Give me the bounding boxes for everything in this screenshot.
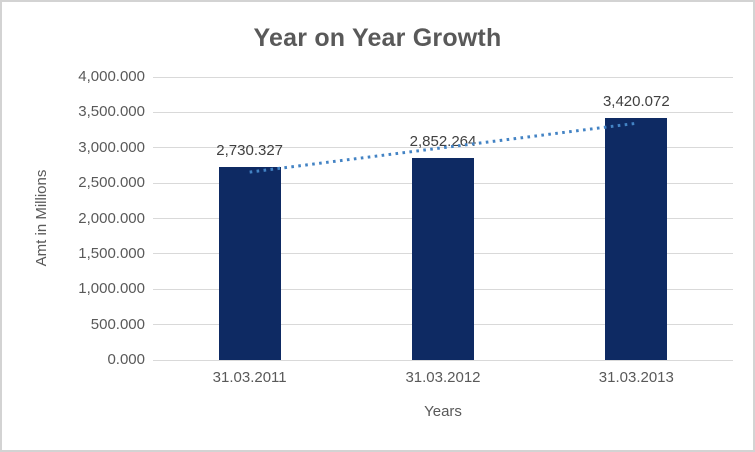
y-tick-label: 1,500.000 — [78, 244, 145, 262]
bar-value-label: 2,852.264 — [409, 133, 477, 151]
y-tick-label: 4,000.000 — [78, 68, 145, 85]
chart-title: Year on Year Growth — [253, 24, 502, 52]
x-tick-label: 31.03.2011 — [212, 369, 287, 386]
x-tick-label: 31.03.2013 — [598, 369, 674, 386]
y-tick-label: 0.000 — [107, 351, 145, 368]
bar-value-label: 3,420.072 — [602, 93, 670, 111]
y-tick-label: 2,500.000 — [78, 174, 145, 192]
gridline — [153, 76, 733, 78]
y-tick-label: 1,000.000 — [78, 280, 145, 298]
y-tick-label: 500.000 — [90, 315, 145, 333]
bar — [605, 118, 668, 360]
y-tick-label: 2,000.000 — [78, 209, 145, 227]
gridline — [153, 111, 733, 113]
x-tick-label: 31.03.2012 — [405, 369, 481, 386]
y-tick-label: 3,500.000 — [78, 103, 145, 121]
bar-value-label: 2,730.327 — [216, 141, 284, 159]
bar — [218, 166, 281, 360]
y-tick-label: 3,000.000 — [78, 138, 145, 156]
gridline — [153, 359, 733, 361]
bar — [412, 158, 474, 360]
x-axis-title: Years — [424, 403, 462, 420]
